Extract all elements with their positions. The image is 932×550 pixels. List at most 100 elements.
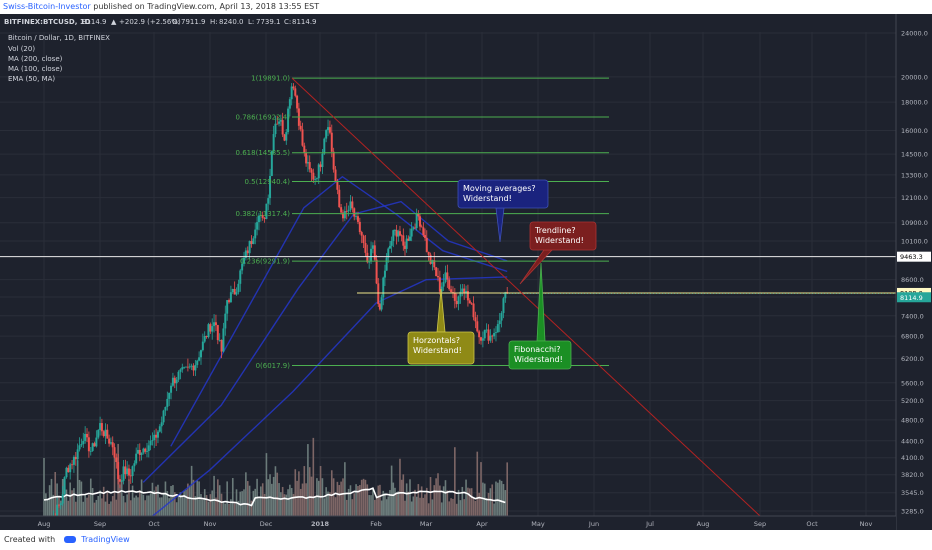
volume-bar: [384, 493, 386, 516]
quote-change-arrow: ▲: [111, 18, 117, 26]
volume-bar: [110, 501, 112, 516]
x-tick-label: Aug: [38, 520, 51, 528]
legend-volume[interactable]: Vol (20): [8, 45, 35, 53]
volume-bar: [54, 471, 57, 516]
price-tag-last-bg: [897, 292, 931, 303]
candle-body: [288, 99, 291, 109]
candle-body: [145, 451, 148, 452]
legend-ma100[interactable]: MA (100, close): [8, 65, 63, 73]
candle-body: [325, 130, 328, 139]
volume-bar: [412, 496, 415, 516]
candle-body: [419, 216, 422, 227]
volume-bar: [231, 478, 234, 516]
candle-body: [201, 341, 204, 351]
candle-body: [162, 410, 165, 423]
candle-body: [86, 433, 89, 438]
volume-bar: [276, 472, 279, 516]
tradingview-link[interactable]: TradingView: [81, 535, 130, 544]
volume-bar: [429, 477, 432, 516]
candle-body: [63, 477, 66, 495]
candle-body: [203, 336, 206, 342]
author-link[interactable]: Swiss-Bitcoin-Investor: [3, 2, 91, 11]
candle-body: [67, 467, 70, 473]
volume-bar: [226, 481, 228, 516]
y-tick-label: 7400.0: [901, 312, 924, 320]
trendline[interactable]: [291, 77, 776, 530]
candle-body: [373, 245, 376, 260]
candle-body: [171, 377, 174, 386]
candle-body: [99, 423, 102, 430]
candle-body: [72, 456, 75, 465]
volume-bar: [366, 484, 369, 516]
volume-bar: [290, 488, 293, 516]
candle-body: [235, 292, 238, 295]
fib-level-label: 0.236(9291.9): [240, 258, 290, 266]
fib-level-label: 0(6017.9): [256, 362, 291, 370]
candle-body: [181, 367, 184, 370]
volume-bar: [93, 502, 96, 516]
candle-body: [468, 300, 471, 304]
x-tick-label: Oct: [148, 520, 160, 528]
volume-bar: [289, 484, 291, 516]
volume-bar: [308, 467, 311, 516]
candle-body: [250, 241, 253, 245]
volume-bar: [405, 483, 408, 516]
volume-bar: [448, 501, 451, 516]
price-chart[interactable]: 1(19891.0) 0.786(16922.4) 0.618(14585.5) 0.…: [0, 14, 932, 530]
volume-bar: [439, 485, 441, 516]
candle-body: [427, 251, 430, 255]
price-tag-upper: 9463.3: [900, 253, 923, 261]
volume-bar: [213, 475, 215, 516]
ema50-line: [170, 175, 508, 447]
candle-body: [158, 426, 161, 432]
x-tick-label: Sep: [754, 520, 766, 528]
candle-body: [310, 169, 313, 173]
candle-body: [91, 443, 94, 451]
candle-body: [450, 289, 453, 293]
y-axis-panel: [896, 14, 932, 530]
volume-bar: [200, 494, 202, 516]
volume-bar: [336, 481, 339, 516]
volume-bar: [312, 437, 315, 516]
candle-body: [294, 88, 297, 96]
candle-body: [185, 366, 188, 368]
volume-bar: [349, 485, 352, 516]
volume-bar: [353, 493, 356, 516]
volume-bar: [480, 462, 482, 516]
candle-body: [93, 443, 96, 447]
chart-area[interactable]: 1(19891.0) 0.786(16922.4) 0.618(14585.5) 0.…: [0, 14, 932, 530]
volume-bar: [265, 453, 268, 516]
candle-body: [175, 379, 178, 384]
candle-body: [97, 429, 100, 438]
candle-body: [111, 442, 114, 448]
candle-body: [170, 385, 173, 393]
candle-body: [140, 452, 143, 455]
candle-body: [231, 288, 234, 293]
volume-bar: [424, 494, 426, 516]
volume-bar: [332, 478, 335, 516]
volume-bar: [342, 478, 344, 516]
volume-bar: [146, 495, 148, 516]
candle-body: [422, 227, 425, 236]
volume-bar: [188, 485, 191, 516]
candle-body: [429, 254, 432, 264]
candle-body: [417, 213, 420, 217]
volume-bar: [260, 486, 262, 516]
candle-body: [115, 457, 118, 463]
volume-bar: [294, 469, 297, 516]
volume-bar: [409, 479, 411, 516]
volume-bar: [410, 501, 413, 516]
volume-bar: [45, 493, 47, 516]
candle-body: [224, 313, 227, 329]
legend-ema50[interactable]: EMA (50, MA): [8, 75, 55, 83]
candle-body: [498, 320, 501, 325]
candle-body: [76, 449, 79, 460]
volume-bar: [382, 490, 385, 516]
volume-bar: [470, 488, 473, 516]
volume-bar: [179, 492, 182, 516]
volume-bar: [205, 495, 208, 516]
price-tag-upper-bg: [897, 251, 931, 262]
volume-bar: [131, 485, 134, 516]
legend-ma200[interactable]: MA (200, close): [8, 55, 63, 63]
legend-title[interactable]: Bitcoin / Dollar, 1D, BITFINEX: [8, 34, 110, 42]
